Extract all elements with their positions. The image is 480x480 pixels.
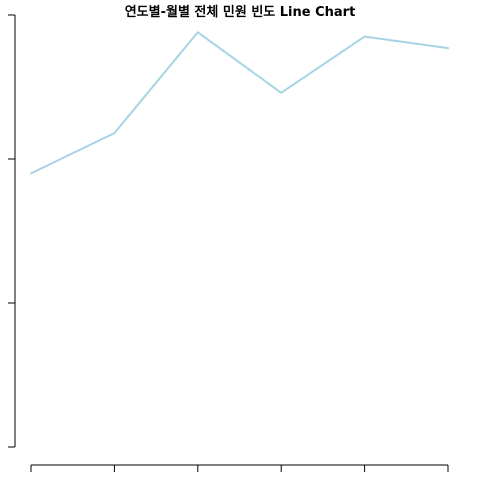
series-line <box>30 31 449 175</box>
chart-title: 연도별-월별 전체 민원 빈도 Line Chart <box>124 5 356 20</box>
y-axis <box>8 14 16 448</box>
series-layer <box>30 31 449 175</box>
data-point <box>113 132 116 134</box>
data-point <box>363 35 366 38</box>
data-point <box>280 91 283 94</box>
x-axis <box>30 464 449 472</box>
data-point <box>447 47 449 49</box>
data-point <box>30 172 32 175</box>
data-point <box>197 31 199 34</box>
